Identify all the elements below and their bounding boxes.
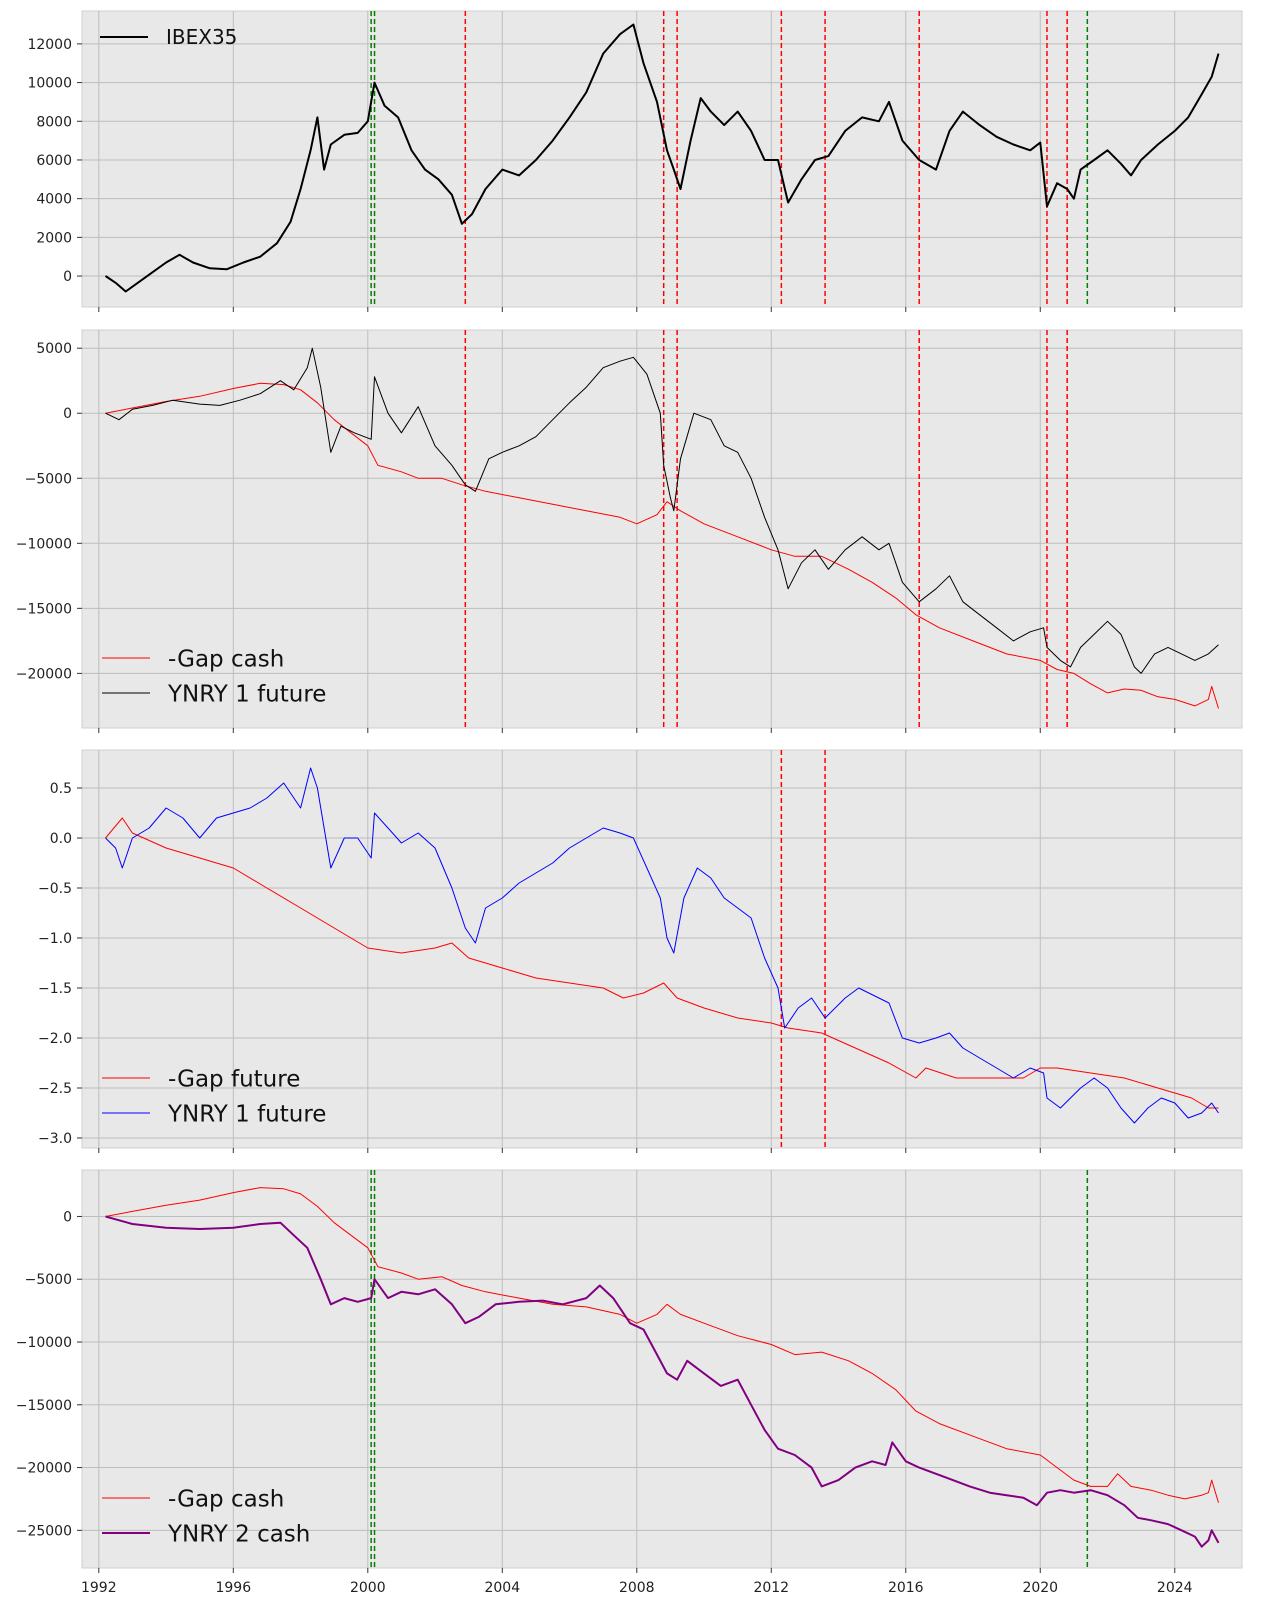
legend-label-ynry-1-future: YNRY 1 future bbox=[167, 1101, 326, 1127]
x-tick-label: 2000 bbox=[350, 1580, 386, 1596]
legend-label-gap-cash: -Gap cash bbox=[168, 646, 284, 672]
legend-label-ynry-1-future: YNRY 1 future bbox=[167, 681, 326, 707]
y-tick-label: −2.0 bbox=[38, 1031, 72, 1047]
y-tick-label: −10000 bbox=[16, 536, 72, 552]
legend-label-ynry-2-cash: YNRY 2 cash bbox=[167, 1521, 310, 1547]
series-line-gap-future bbox=[105, 817, 1219, 1109]
x-tick-label: 2016 bbox=[888, 1580, 924, 1596]
y-tick-label: −10000 bbox=[16, 1335, 72, 1351]
series-line-ynry-2-cash bbox=[105, 1215, 1220, 1548]
y-tick-label: 2000 bbox=[36, 230, 72, 246]
plot-area bbox=[81, 10, 1243, 308]
y-tick-label: −20000 bbox=[16, 666, 72, 682]
y-tick-label: −2.5 bbox=[38, 1081, 72, 1097]
legend-label-gap-cash: -Gap cash bbox=[168, 1486, 284, 1512]
gap-cash-vs-ynry2-cash-panel: −25000 −20000 −15000 −10000 −5000 0 -Gap cash Y… bbox=[16, 1169, 1243, 1596]
y-tick-label: −3.0 bbox=[38, 1131, 72, 1147]
y-tick-label: −5000 bbox=[25, 471, 72, 487]
y-tick-label: 6000 bbox=[36, 153, 72, 169]
series-line-ynry-1-future bbox=[105, 347, 1219, 674]
ibex35-panel: 0 2000 4000 6000 8000 10000 12000 IBEX35 bbox=[27, 10, 1243, 312]
x-tick-label: 2024 bbox=[1157, 1580, 1193, 1596]
y-tick-label: −0.5 bbox=[38, 881, 72, 897]
y-tick-label: 10000 bbox=[27, 76, 72, 92]
y-tick-label: −25000 bbox=[16, 1523, 72, 1539]
plot-area bbox=[81, 1169, 1243, 1569]
gap-future-vs-ynry1-future-panel: −3.0 −2.5 −2.0 −1.5 −1.0 −0.5 0.0 0.5 -Gap futur… bbox=[38, 749, 1243, 1153]
y-tick-label: 4000 bbox=[36, 192, 72, 208]
y-tick-label: −15000 bbox=[16, 1398, 72, 1414]
y-tick-label: 0 bbox=[63, 406, 72, 422]
legend-label-ibex35: IBEX35 bbox=[166, 25, 237, 49]
y-tick-label: 0.0 bbox=[50, 831, 72, 847]
legend-label-gap-future: -Gap future bbox=[168, 1066, 300, 1092]
series-line-gap-cash bbox=[105, 1187, 1219, 1503]
y-tick-label: −1.5 bbox=[38, 981, 72, 997]
plot-area bbox=[81, 329, 1243, 729]
y-tick-label: −5000 bbox=[25, 1272, 72, 1288]
series-line-gap-cash bbox=[105, 382, 1219, 709]
y-tick-label: 8000 bbox=[36, 114, 72, 130]
plot-area bbox=[81, 749, 1243, 1149]
y-tick-label: −1.0 bbox=[38, 931, 72, 947]
series-line-ibex35 bbox=[104, 23, 1220, 293]
x-tick-label: 2012 bbox=[753, 1580, 789, 1596]
y-tick-label: 12000 bbox=[27, 37, 72, 53]
y-tick-label: −20000 bbox=[16, 1461, 72, 1477]
x-tick-label: 2004 bbox=[484, 1580, 520, 1596]
x-tick-label: 1996 bbox=[215, 1580, 251, 1596]
gap-cash-vs-ynry1-future-panel: −20000 −15000 −10000 −5000 0 5000 -Gap cash YNR… bbox=[16, 329, 1243, 733]
y-tick-label: −15000 bbox=[16, 601, 72, 617]
y-tick-label: 0.5 bbox=[50, 781, 72, 797]
y-tick-label: 0 bbox=[63, 1209, 72, 1225]
series-line-ynry-1-future bbox=[105, 767, 1219, 1124]
x-tick-label: 2008 bbox=[619, 1580, 655, 1596]
y-tick-label: 0 bbox=[63, 269, 72, 285]
x-tick-label: 2020 bbox=[1022, 1580, 1058, 1596]
y-tick-label: 5000 bbox=[36, 341, 72, 357]
x-tick-label: 1992 bbox=[81, 1580, 117, 1596]
